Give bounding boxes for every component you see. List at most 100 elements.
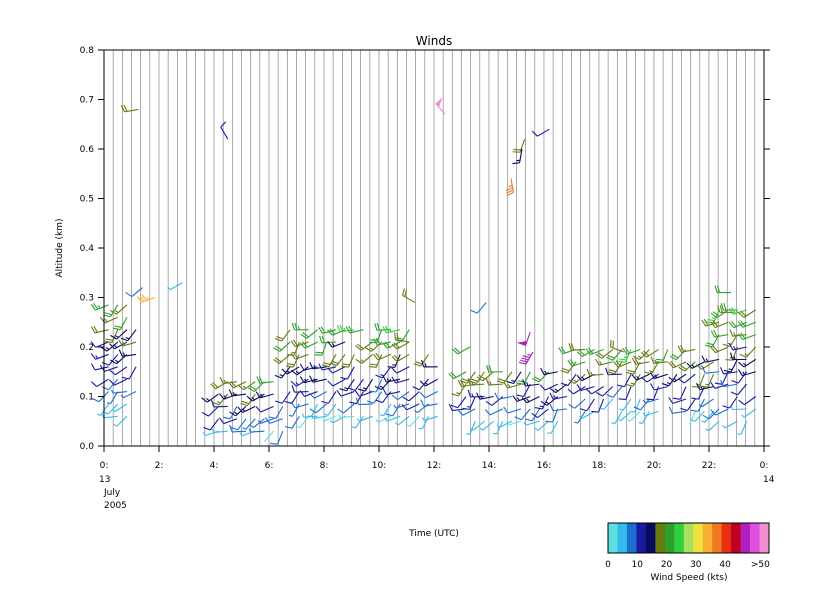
- wind-barb: [625, 373, 641, 387]
- wind-barb: [375, 415, 392, 423]
- wind-barb: [691, 374, 705, 388]
- wind-barb: [273, 354, 291, 364]
- wind-barb: [420, 399, 438, 407]
- wind-barb: [672, 386, 687, 400]
- wind-barb: [393, 403, 410, 409]
- wind-barb: [619, 398, 632, 411]
- wind-barb: [356, 415, 373, 422]
- wind-barb: [99, 365, 118, 372]
- wind-barb: [470, 302, 487, 314]
- wind-barb: [560, 361, 577, 374]
- wind-barb: [113, 317, 128, 331]
- colorbar-swatch: [674, 523, 685, 553]
- wind-barb: [373, 337, 392, 346]
- wind-barb: [741, 408, 757, 418]
- chart-title: Winds: [416, 34, 452, 48]
- wind-barb: [322, 415, 337, 422]
- wind-barb: [338, 414, 355, 419]
- wind-barb: [579, 410, 595, 419]
- wind-barb: [585, 386, 604, 395]
- wind-barb: [327, 366, 346, 374]
- wind-barb: [737, 369, 756, 377]
- colorbar-tick-label: 10: [632, 560, 644, 570]
- wind-barb: [345, 325, 364, 334]
- wind-barb: [576, 384, 595, 392]
- wind-barb: [240, 393, 256, 407]
- wind-barb: [710, 345, 729, 354]
- wind-barb: [220, 121, 229, 140]
- wind-barb: [358, 378, 374, 392]
- colorbar-swatch: [617, 523, 628, 553]
- wind-barb: [348, 378, 364, 392]
- wind-barb: [402, 288, 416, 303]
- colorbar-swatch: [693, 523, 704, 553]
- wind-barb: [307, 403, 319, 418]
- wind-barb: [523, 420, 540, 426]
- wind-barb: [505, 178, 514, 197]
- x-tick-label: 12:: [427, 461, 441, 471]
- wind-barb: [382, 325, 401, 334]
- wind-barb: [568, 398, 586, 409]
- wind-barb: [109, 341, 128, 350]
- wind-barb: [595, 386, 614, 397]
- wind-barb: [418, 416, 429, 430]
- wind-barb: [90, 303, 109, 311]
- wind-barb: [299, 341, 318, 349]
- wind-barb: [419, 391, 438, 399]
- wind-barb: [540, 367, 558, 376]
- wind-barb: [484, 408, 503, 416]
- wind-barb: [90, 378, 109, 388]
- wind-barb: [469, 371, 485, 384]
- wind-barb: [706, 309, 720, 324]
- wind-barb: [299, 390, 318, 397]
- colorbar-title: Wind Speed (kts): [650, 573, 727, 583]
- wind-barb: [106, 391, 119, 405]
- x-date-month: July: [103, 488, 121, 498]
- wind-barb: [516, 331, 531, 347]
- wind-barb: [701, 411, 715, 423]
- wind-barb: [476, 392, 494, 400]
- colorbar-swatch: [683, 523, 694, 553]
- wind-barb: [698, 398, 714, 408]
- wind-barb: [668, 397, 687, 404]
- wind-barb: [691, 410, 705, 422]
- wind-barb: [228, 381, 247, 389]
- colorbar-swatch: [655, 523, 666, 553]
- wind-barb: [111, 389, 127, 394]
- wind-barb: [366, 391, 383, 404]
- wind-barb: [514, 408, 531, 421]
- wind-barb: [701, 366, 720, 374]
- wind-barb: [717, 305, 734, 313]
- wind-barb: [722, 396, 738, 409]
- y-tick-label: 0.2: [80, 343, 94, 353]
- y-tick-label: 0.6: [80, 145, 95, 155]
- wind-barb: [435, 97, 446, 115]
- colorbar-swatch: [664, 523, 675, 553]
- x-tick-label: 20:: [647, 461, 661, 471]
- wind-barb: [268, 406, 284, 420]
- wind-barb: [96, 403, 110, 416]
- wind-barb: [309, 375, 327, 383]
- wind-barb: [644, 361, 660, 375]
- wind-barb: [680, 398, 696, 412]
- wind-barb: [677, 345, 696, 353]
- wind-barb: [286, 354, 300, 368]
- wind-barb: [539, 383, 558, 391]
- wind-barb: [631, 357, 650, 365]
- x-tick-label: 4:: [210, 461, 219, 471]
- wind-barb: [364, 341, 383, 352]
- wind-barb: [327, 341, 346, 348]
- wind-barb: [710, 320, 729, 329]
- wind-barb: [617, 410, 632, 422]
- wind-barb: [329, 354, 346, 367]
- wind-barb: [448, 371, 467, 380]
- wind-barb: [379, 403, 392, 417]
- wind-barb: [642, 398, 659, 404]
- y-tick-label: 0.7: [80, 96, 94, 106]
- wind-barb: [457, 408, 476, 416]
- wind-barb: [534, 396, 550, 410]
- colorbar-tick-label: >50: [751, 560, 770, 570]
- wind-barb: [118, 339, 137, 347]
- wind-barb: [728, 343, 747, 351]
- wind-barb: [686, 361, 705, 369]
